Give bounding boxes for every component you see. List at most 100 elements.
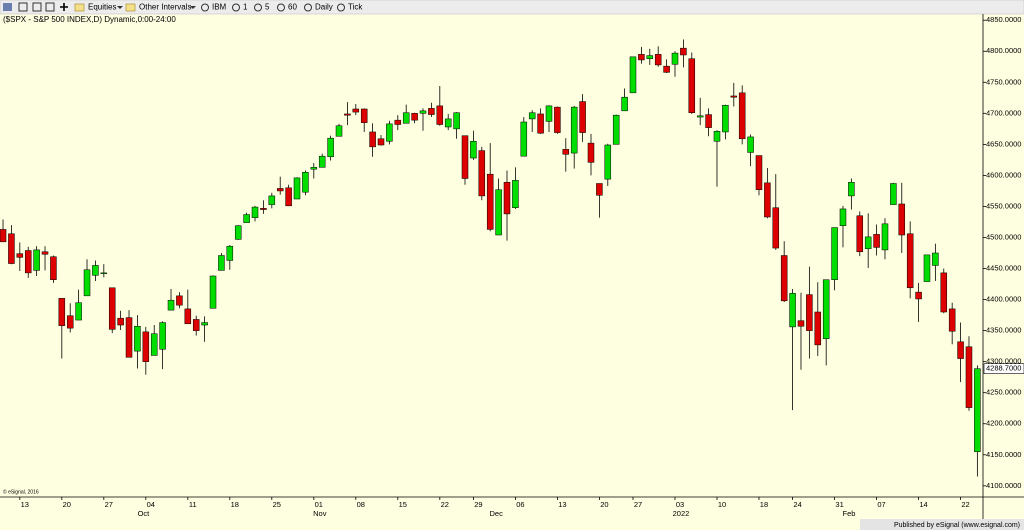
dropdown-arrow[interactable] <box>117 6 123 9</box>
x-tick-label: 27 <box>634 500 642 509</box>
candle-body <box>369 131 376 148</box>
y-tick-label: 4750.0000 <box>986 77 1021 86</box>
x-tick-label: 20 <box>600 500 608 509</box>
candle-body <box>856 215 864 253</box>
toolbar-icon[interactable] <box>60 3 68 11</box>
toolbar-item[interactable]: 5 <box>265 3 270 12</box>
toolbar-item[interactable]: Equities <box>88 3 116 12</box>
candle-body <box>822 279 830 339</box>
candle-body <box>100 272 108 274</box>
x-tick-label: 15 <box>399 500 407 509</box>
interval-icon[interactable] <box>304 3 312 12</box>
x-tick-label: 24 <box>793 500 801 509</box>
month-label: Dec <box>490 509 504 518</box>
candle-body <box>789 293 796 328</box>
interval-icon[interactable] <box>232 3 240 12</box>
candle-body <box>486 173 494 230</box>
toolbar-icon[interactable] <box>18 2 28 12</box>
candle-body <box>318 155 326 168</box>
y-tick-label: 4400.0000 <box>986 295 1021 304</box>
interval-icon[interactable] <box>337 3 345 12</box>
candle-body <box>444 118 452 128</box>
candle-body <box>58 298 66 326</box>
candle-body <box>192 319 200 331</box>
candle-body <box>335 125 343 137</box>
toolbar-item[interactable]: Tick <box>348 3 363 12</box>
dropdown-arrow[interactable] <box>190 6 196 9</box>
toolbar-icon[interactable] <box>3 3 12 11</box>
candle-body <box>352 108 360 113</box>
candle-body <box>671 52 679 65</box>
candle-body <box>495 189 502 236</box>
candle-body <box>604 144 612 180</box>
candle-body <box>780 255 788 302</box>
candle-body <box>142 331 150 362</box>
y-tick-label: 4700.0000 <box>986 108 1021 117</box>
candle-body <box>646 55 654 59</box>
candle-body <box>268 195 276 205</box>
toolbar-icon[interactable] <box>45 2 55 12</box>
interval-icon[interactable] <box>254 3 262 12</box>
candle-body <box>881 223 889 251</box>
x-tick-label: 03 <box>676 500 684 509</box>
candle-body <box>276 188 284 192</box>
candle-body <box>948 308 956 332</box>
month-label: Oct <box>138 509 151 518</box>
y-tick-label: 4300.0000 <box>986 357 1021 366</box>
candle-body <box>167 299 175 311</box>
y-tick-label: 4500.0000 <box>986 232 1021 241</box>
candle-body <box>596 183 603 196</box>
candle-body <box>310 167 318 170</box>
candle-body <box>302 172 309 193</box>
candle-body <box>965 346 973 408</box>
folder-icon[interactable] <box>74 3 85 12</box>
candle-body <box>108 287 116 330</box>
candle-body <box>344 113 351 116</box>
candle-body <box>520 121 528 157</box>
y-tick-label: 4600.0000 <box>986 170 1021 179</box>
candle-body <box>226 245 234 261</box>
candle-body <box>722 105 729 133</box>
candle-body <box>923 254 931 282</box>
candle-body <box>377 138 385 146</box>
candle-body <box>243 214 250 223</box>
candle-body <box>260 208 267 210</box>
toolbar-item[interactable]: 1 <box>243 3 248 12</box>
candle-body <box>638 54 645 61</box>
toolbar-item[interactable]: Daily <box>315 3 333 12</box>
candle-body <box>873 234 880 248</box>
y-tick-label: 4850.0000 <box>986 15 1021 24</box>
candle-body <box>688 58 696 113</box>
y-tick-label: 4650.0000 <box>986 139 1021 148</box>
candle-body <box>738 92 746 140</box>
candle-body <box>898 203 906 236</box>
candle-body <box>134 326 141 352</box>
x-tick-label: 27 <box>105 500 113 509</box>
toolbar-icon[interactable] <box>32 2 42 12</box>
y-tick-label: 4550.0000 <box>986 201 1021 210</box>
candle-body <box>503 181 511 215</box>
folder-icon[interactable] <box>125 3 136 12</box>
candle-body <box>957 341 964 359</box>
candle-body <box>478 150 486 197</box>
candle-body <box>621 96 628 112</box>
interval-icon[interactable] <box>201 3 209 12</box>
candle-body <box>696 115 704 118</box>
x-tick-label: 07 <box>877 500 885 509</box>
candle-body <box>83 269 91 297</box>
candle-body <box>150 333 158 356</box>
candle-body <box>176 295 183 306</box>
x-tick-label: 18 <box>760 500 768 509</box>
toolbar-item[interactable]: IBM <box>212 3 227 12</box>
candle-body <box>285 187 292 207</box>
toolbar-item[interactable]: Other Intervals <box>139 3 191 12</box>
candle-body <box>327 137 334 158</box>
candle-body <box>436 105 444 125</box>
candle-body <box>125 317 133 358</box>
x-tick-label: 14 <box>919 500 927 509</box>
toolbar-item[interactable]: 60 <box>288 3 297 12</box>
candle-body <box>50 256 57 280</box>
interval-icon[interactable] <box>277 3 285 12</box>
